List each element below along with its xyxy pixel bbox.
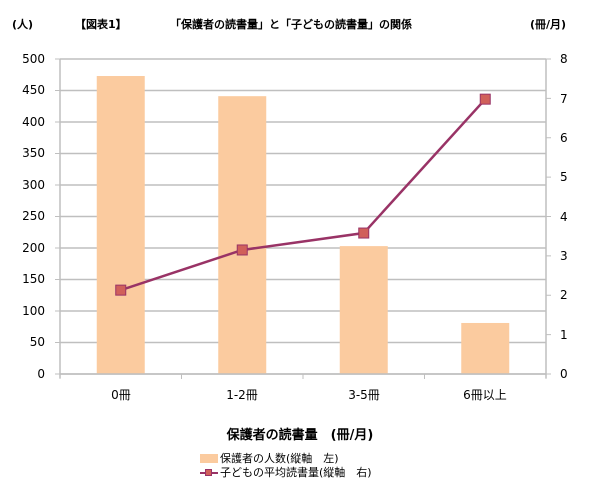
right-tick: 4 <box>560 210 568 224</box>
right-tick: 1 <box>560 328 568 342</box>
left-tick: 450 <box>22 83 45 97</box>
left-tick: 350 <box>22 146 45 160</box>
bar-series <box>96 76 510 375</box>
square-marker-icon <box>479 93 491 105</box>
line-path <box>120 98 487 292</box>
line-series <box>115 93 491 296</box>
square-marker-icon <box>358 227 370 239</box>
right-tick: 2 <box>560 288 568 302</box>
left-tick: 200 <box>22 241 45 255</box>
right-tick: 5 <box>560 170 568 184</box>
bar-swatch-icon <box>200 453 218 463</box>
x-axis-title: 保護者の読書量 (冊/月) <box>226 428 374 443</box>
right-tick: 8 <box>560 52 568 66</box>
left-tick: 300 <box>22 178 45 192</box>
right-tick: 7 <box>560 92 568 106</box>
chart-title: 「保護者の読書量」と「子どもの読書量」の関係 <box>170 18 412 31</box>
left-tick: 400 <box>22 115 45 129</box>
legend: 保護者の人数(縦軸 左) 子どもの平均読書量(縦軸 右) <box>200 451 372 479</box>
bar <box>461 322 510 374</box>
right-tick: 3 <box>560 249 568 263</box>
x-category-label: 3-5冊 <box>348 388 380 402</box>
x-category-label: 0冊 <box>111 388 131 402</box>
legend-item-line: 子どもの平均読書量(縦軸 右) <box>200 465 372 479</box>
left-tick: 250 <box>22 209 45 223</box>
line-marker-swatch-icon <box>200 468 218 477</box>
right-tick: 6 <box>560 131 568 145</box>
x-category-label: 6冊以上 <box>463 388 507 402</box>
square-marker-icon <box>236 244 248 256</box>
bar <box>96 76 145 374</box>
x-category-label: 1-2冊 <box>226 388 258 402</box>
left-tick: 50 <box>29 335 45 349</box>
legend-line-label: 子どもの平均読書量(縦軸 右) <box>220 466 372 479</box>
axis-lines <box>55 58 551 379</box>
left-tick: 150 <box>22 272 45 286</box>
left-tick: 0 <box>37 367 45 381</box>
right-tick: 0 <box>560 367 568 381</box>
legend-item-bar: 保護者の人数(縦軸 左) <box>200 451 372 465</box>
figure-label: 【図表1】 <box>75 18 127 31</box>
left-axis-unit: (人) <box>12 18 34 31</box>
square-marker-icon <box>115 284 127 296</box>
right-axis-unit: (冊/月) <box>530 18 567 31</box>
bar <box>218 96 267 375</box>
bar <box>339 246 388 374</box>
left-tick: 100 <box>22 304 45 318</box>
legend-bar-label: 保護者の人数(縦軸 左) <box>220 452 339 465</box>
left-tick: 500 <box>22 52 45 66</box>
